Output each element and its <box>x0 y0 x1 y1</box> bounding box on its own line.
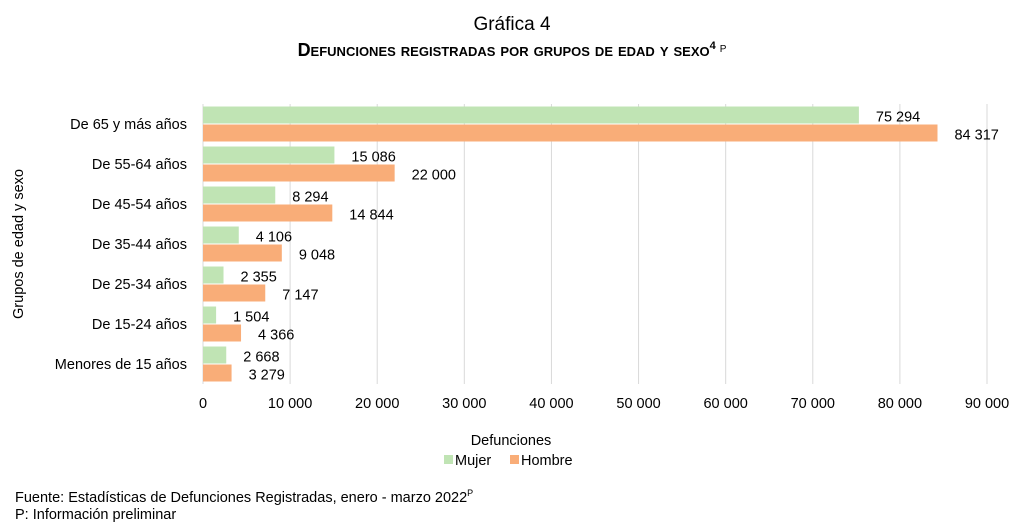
chart-title: Gráfica 4 <box>473 14 551 35</box>
preliminary-note: P: Información preliminar <box>15 507 177 523</box>
y-category-label: De 65 y más años <box>70 117 187 133</box>
x-tick-label: 10 000 <box>268 396 312 412</box>
y-category-label: De 45-54 años <box>92 197 187 213</box>
data-label: 2 668 <box>243 350 279 366</box>
data-label: 15 086 <box>351 150 395 166</box>
legend-label: Hombre <box>521 453 573 469</box>
bar-mujer <box>203 226 239 244</box>
y-category-label: De 15-24 años <box>92 317 187 333</box>
x-tick-label: 60 000 <box>703 396 747 412</box>
y-category-label: De 35-44 años <box>92 237 187 253</box>
bar-mujer <box>203 346 227 364</box>
x-tick-label: 70 000 <box>791 396 835 412</box>
x-axis-title: Defunciones <box>471 433 552 449</box>
bar-mujer <box>203 146 335 164</box>
x-tick-label: 90 000 <box>965 396 1009 412</box>
data-label: 2 355 <box>241 270 277 286</box>
bar-mujer <box>203 186 276 204</box>
bar-hombre <box>203 124 938 142</box>
y-axis-title: Grupos de edad y sexo <box>11 169 27 319</box>
y-category-label: De 25-34 años <box>92 277 187 293</box>
x-tick-label: 50 000 <box>616 396 660 412</box>
data-label: 4 366 <box>258 328 294 344</box>
data-label: 14 844 <box>349 208 393 224</box>
data-label: 3 279 <box>249 368 285 384</box>
bar-mujer <box>203 106 859 124</box>
x-tick-label: 20 000 <box>355 396 399 412</box>
bar-hombre <box>203 244 282 262</box>
legend-swatch-mujer <box>444 455 453 464</box>
legend-swatch-hombre <box>510 455 519 464</box>
bar-hombre <box>203 364 232 382</box>
y-category-label: Menores de 15 años <box>55 357 187 373</box>
data-label: 84 317 <box>954 128 998 144</box>
bar-hombre <box>203 164 395 182</box>
legend-label: Mujer <box>455 453 491 469</box>
data-label: 1 504 <box>233 310 269 326</box>
data-label: 75 294 <box>876 110 920 126</box>
data-label: 22 000 <box>412 168 456 184</box>
data-label: 8 294 <box>292 190 328 206</box>
data-label: 9 048 <box>299 248 335 264</box>
x-tick-label: 30 000 <box>442 396 486 412</box>
bar-mujer <box>203 266 224 284</box>
bar-hombre <box>203 204 333 222</box>
bar-hombre <box>203 284 266 302</box>
data-label: 7 147 <box>282 288 318 304</box>
source-note: Fuente: Estadísticas de Defunciones Regi… <box>15 488 474 506</box>
chart-subtitle: Defunciones registradas por grupos de ed… <box>297 40 727 60</box>
y-category-label: De 55-64 años <box>92 157 187 173</box>
data-label: 4 106 <box>256 230 292 246</box>
bar-hombre <box>203 324 242 342</box>
bar-mujer <box>203 306 217 324</box>
x-tick-label: 40 000 <box>529 396 573 412</box>
x-tick-label: 0 <box>199 396 207 412</box>
x-tick-label: 80 000 <box>878 396 922 412</box>
